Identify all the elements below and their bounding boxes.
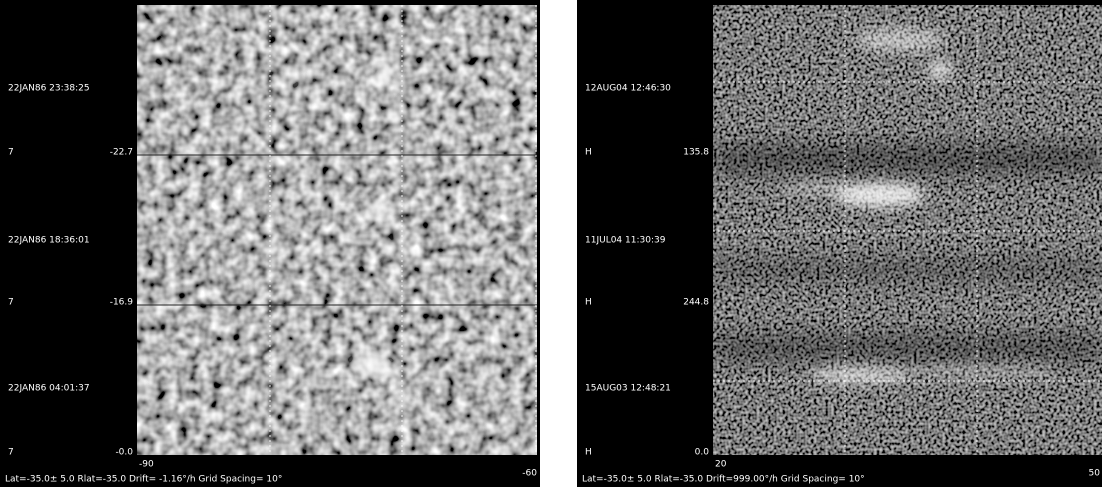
frame-value: -0.0	[115, 448, 133, 458]
frame-filter: H	[585, 298, 592, 308]
frame-filter: H	[585, 148, 592, 158]
frame-value: -22.7	[110, 148, 133, 158]
frame-time: 22JAN86 04:01:37	[8, 384, 90, 394]
right-image	[713, 5, 1102, 455]
x-start: -90	[139, 460, 154, 470]
frame-time: 15AUG03 12:48:21	[585, 384, 671, 394]
frame-time: 12AUG04 12:46:30	[585, 84, 671, 94]
x-end: 50	[1089, 469, 1101, 479]
frame-value: 0.0	[695, 448, 710, 458]
x-end: -60	[522, 469, 537, 479]
x-start: 20	[715, 460, 727, 470]
frame-filter: 7	[8, 448, 14, 458]
frame-value: 135.8	[683, 148, 709, 158]
frame-time: 11JUL04 11:30:39	[585, 236, 666, 246]
frame-filter: 7	[8, 298, 14, 308]
frame-time: 22JAN86 18:36:01	[8, 236, 90, 246]
frame-value: 244.8	[683, 298, 709, 308]
figure: 22JAN86 23:38:25 7 -22.7 22JAN86 18:36:01 7 -…	[0, 0, 1102, 487]
frame-time: 22JAN86 23:38:25	[8, 84, 90, 94]
frame-filter: H	[585, 448, 592, 458]
left-image	[137, 5, 537, 455]
footer: Lat=-35.0± 5.0 Rlat=-35.0 Drift= -1.16°/…	[5, 475, 282, 485]
frame-filter: 7	[8, 148, 14, 158]
frame-value: -16.9	[110, 298, 134, 308]
gap	[540, 0, 577, 487]
footer: Lat=-35.0± 5.0 Rlat=-35.0 Drift=999.00°/…	[582, 475, 865, 485]
